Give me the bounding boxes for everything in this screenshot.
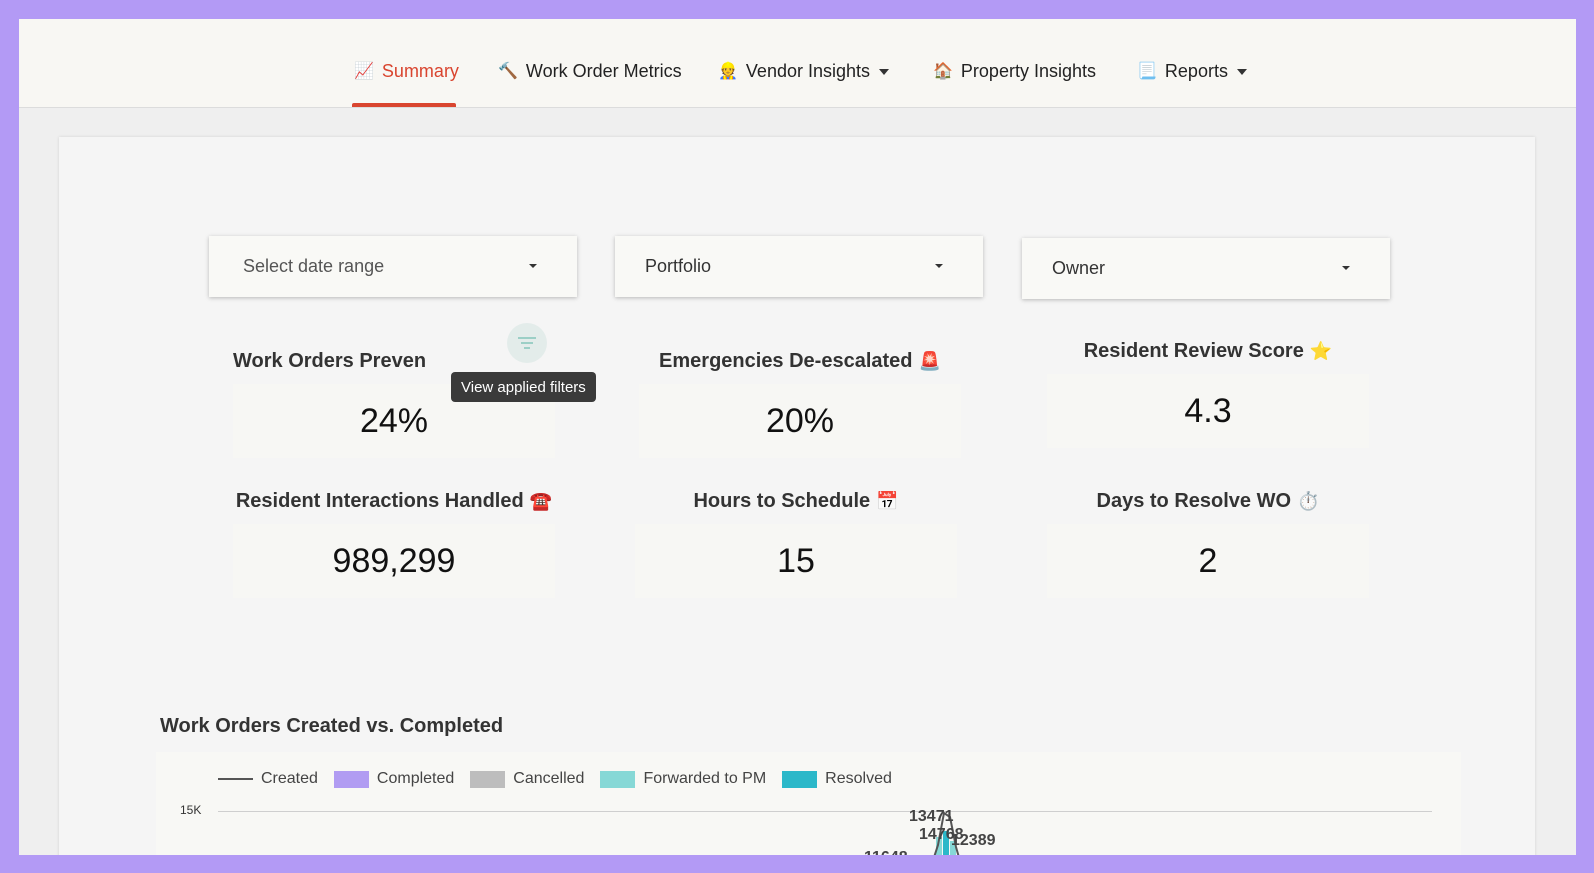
legend-swatch: [218, 778, 253, 780]
house-icon: 🏠: [933, 63, 953, 80]
metric-title-work-orders-prevented: Work Orders Preven: [233, 350, 427, 372]
chart-up-icon: 📈: [354, 63, 374, 80]
data-label: 14768: [919, 826, 964, 843]
tab-summary[interactable]: 📈 Summary: [354, 55, 459, 87]
metric-title-days-to-resolve: Days to Resolve WO ⏱️: [1096, 490, 1320, 512]
worker-icon: 👷: [718, 63, 738, 80]
view-filters-button[interactable]: [507, 323, 547, 363]
siren-icon: 🚨: [918, 351, 941, 371]
bar-forwarded: [936, 837, 942, 855]
chart-card: Created Completed Cancelled Forwarded to…: [156, 752, 1461, 855]
data-label: 13471: [909, 808, 954, 825]
date-range-placeholder: Select date range: [243, 256, 385, 276]
bar-resolved: [943, 831, 949, 855]
chart-legend: Created Completed Cancelled Forwarded to…: [218, 770, 908, 788]
tab-vendor-insights-label: Vendor Insights: [745, 60, 871, 81]
top-navigation: 📈 Summary 🔨 Work Order Metrics 👷 Vendor …: [19, 19, 1576, 108]
portfolio-select[interactable]: Portfolio: [615, 236, 983, 297]
star-icon: ⭐: [1309, 341, 1333, 361]
tab-work-order-metrics[interactable]: 🔨 Work Order Metrics: [498, 55, 682, 87]
y-tick-label: 15K: [180, 803, 202, 817]
data-label: 12389: [951, 832, 996, 849]
bar-forwarded: [950, 841, 956, 855]
caret-down-icon: [935, 264, 943, 268]
date-range-select[interactable]: Select date range: [209, 236, 577, 297]
portfolio-value: Portfolio: [645, 256, 712, 276]
legend-swatch: [470, 770, 506, 788]
metric-value-resident-interactions: 989,299: [233, 524, 555, 598]
tab-property-insights-label: Property Insights: [960, 60, 1096, 81]
hammer-icon: 🔨: [498, 63, 518, 80]
metric-value-days-to-resolve: 2: [1047, 524, 1369, 598]
metric-value-hours-to-schedule: 15: [635, 524, 957, 598]
created-line: [933, 811, 960, 855]
data-label: 11648: [864, 849, 908, 855]
active-tab-indicator: [352, 103, 456, 107]
legend-item-forwarded[interactable]: Forwarded to PM: [600, 770, 766, 788]
tab-work-order-metrics-label: Work Order Metrics: [525, 60, 682, 81]
chart-plot: [933, 811, 960, 855]
app-window: 📈 Summary 🔨 Work Order Metrics 👷 Vendor …: [19, 19, 1576, 855]
metric-title-review-score: Resident Review Score ⭐: [1083, 340, 1333, 362]
telephone-icon: ☎️: [529, 491, 553, 511]
chart-title: Work Orders Created vs. Completed: [160, 715, 504, 737]
legend-item-created[interactable]: Created: [218, 770, 318, 788]
legend-item-cancelled[interactable]: Cancelled: [470, 770, 584, 788]
tab-reports[interactable]: 📃 Reports: [1137, 55, 1247, 87]
dashboard-panel: Select date range Portfolio Owner View a…: [59, 137, 1535, 855]
caret-down-icon: [529, 264, 537, 268]
stopwatch-icon: ⏱️: [1297, 491, 1320, 511]
legend-item-completed[interactable]: Completed: [333, 770, 454, 788]
filters-tooltip: View applied filters: [451, 372, 596, 402]
owner-select[interactable]: Owner: [1022, 238, 1390, 299]
metric-title-emergencies: Emergencies De-escalated 🚨: [659, 350, 941, 372]
chevron-down-icon: [879, 69, 890, 75]
gridline: [218, 811, 1432, 812]
calendar-icon: 📅: [876, 491, 899, 511]
tab-reports-label: Reports: [1164, 60, 1228, 81]
chevron-down-icon: [1236, 69, 1247, 75]
metric-title-hours-to-schedule: Hours to Schedule 📅: [693, 490, 899, 512]
legend-swatch: [782, 770, 818, 788]
metric-value-review-score: 4.3: [1047, 374, 1369, 448]
tab-summary-label: Summary: [381, 60, 459, 81]
legend-swatch: [600, 770, 636, 788]
filter-icon: [517, 334, 537, 352]
legend-item-resolved[interactable]: Resolved: [782, 770, 892, 788]
document-icon: 📃: [1137, 63, 1157, 80]
metric-title-resident-interactions: Resident Interactions Handled ☎️: [235, 490, 553, 512]
caret-down-icon: [1342, 266, 1350, 270]
legend-swatch: [333, 770, 369, 788]
tab-vendor-insights[interactable]: 👷 Vendor Insights: [718, 55, 890, 87]
owner-value: Owner: [1052, 258, 1106, 278]
tab-property-insights[interactable]: 🏠 Property Insights: [933, 55, 1096, 87]
metric-value-emergencies: 20%: [639, 384, 961, 458]
